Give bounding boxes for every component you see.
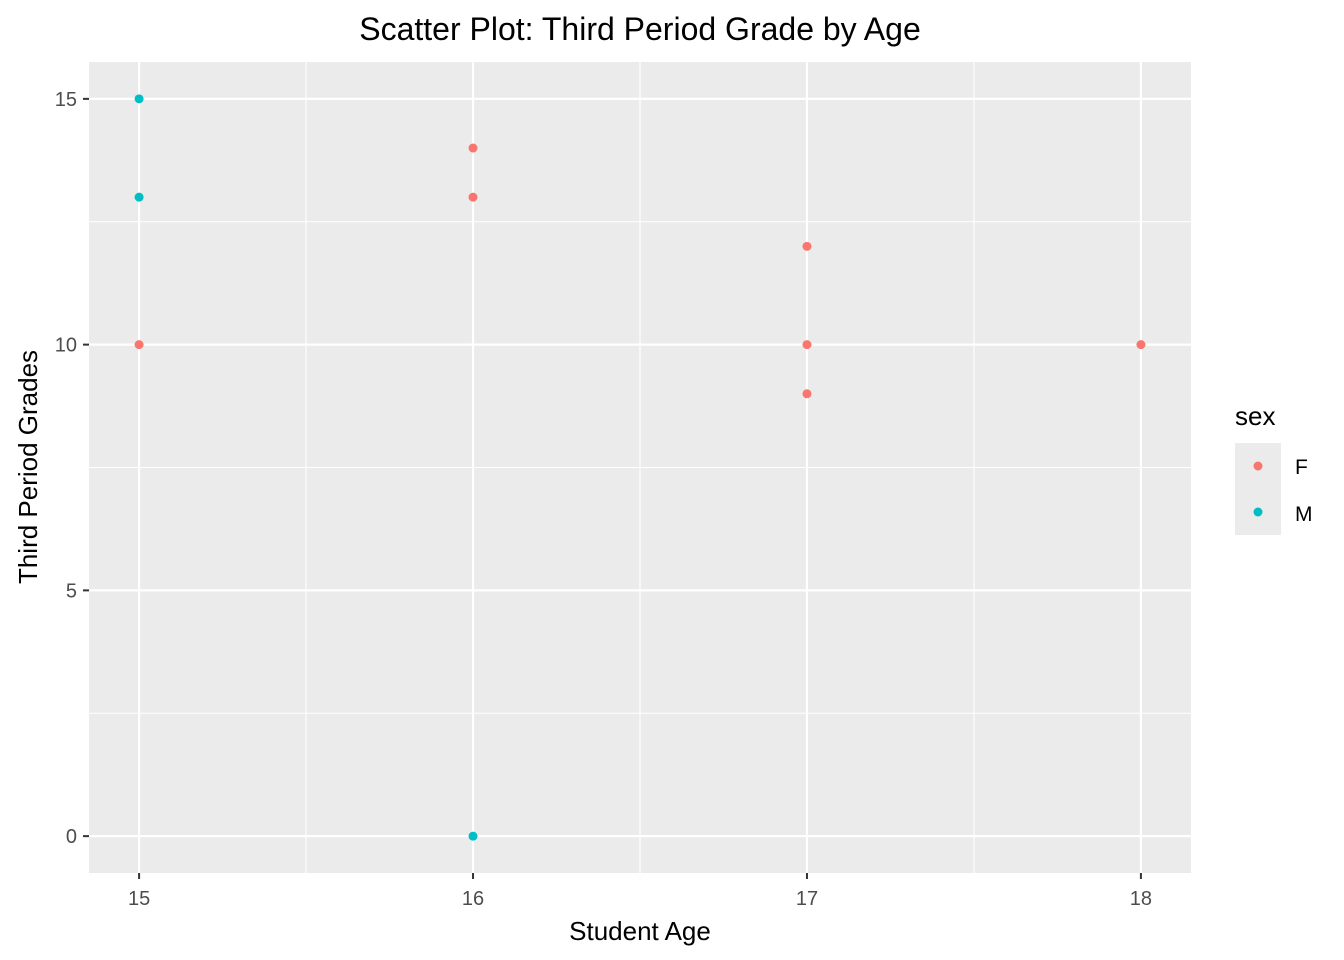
x-tick-label: 15 (128, 888, 150, 910)
legend: sex F M (1235, 401, 1313, 535)
data-point-m (134, 192, 144, 202)
data-point-m (134, 94, 144, 104)
legend-key-f (1253, 461, 1263, 471)
data-point-f (802, 389, 812, 399)
data-point-f (802, 241, 812, 251)
legend-title: sex (1235, 401, 1275, 431)
data-point-f (802, 340, 812, 350)
legend-key-m (1253, 507, 1263, 517)
x-axis-title: Student Age (569, 916, 711, 946)
y-tick-label: 0 (66, 826, 77, 848)
data-point-m (468, 831, 478, 841)
y-axis-title: Third Period Grades (13, 350, 43, 584)
data-points (134, 94, 1146, 841)
legend-key-background (1235, 443, 1281, 535)
data-point-f (134, 340, 144, 350)
x-tick-label: 18 (1130, 888, 1152, 910)
axis-ticks: 15 16 17 18 0 5 10 15 (55, 89, 1152, 910)
data-point-f (468, 143, 478, 153)
minor-gridlines (89, 62, 1191, 873)
legend-label-m: M (1295, 503, 1313, 526)
x-tick-label: 17 (796, 888, 818, 910)
y-tick-label: 10 (55, 335, 77, 357)
chart-title: Scatter Plot: Third Period Grade by Age (359, 11, 920, 47)
data-point-f (468, 192, 478, 202)
y-tick-label: 15 (55, 89, 77, 111)
legend-label-f: F (1295, 456, 1308, 479)
y-tick-label: 5 (66, 580, 77, 602)
x-tick-label: 16 (462, 888, 484, 910)
data-point-f (1136, 340, 1146, 350)
